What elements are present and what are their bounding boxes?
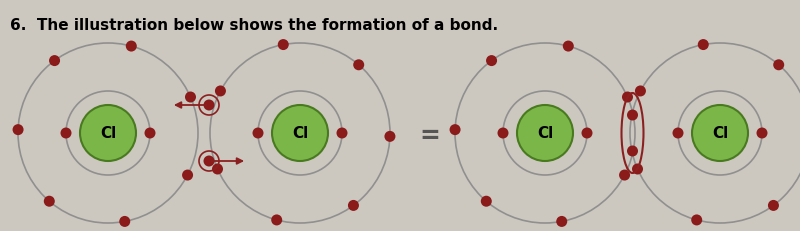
Circle shape bbox=[556, 216, 567, 227]
Circle shape bbox=[203, 100, 214, 110]
Circle shape bbox=[774, 59, 784, 70]
Circle shape bbox=[272, 105, 328, 161]
Circle shape bbox=[517, 105, 573, 161]
Circle shape bbox=[486, 55, 497, 66]
Circle shape bbox=[622, 91, 633, 103]
Circle shape bbox=[481, 196, 492, 207]
Text: Cl: Cl bbox=[100, 125, 116, 140]
Text: =: = bbox=[419, 124, 441, 148]
Circle shape bbox=[768, 200, 779, 211]
Circle shape bbox=[44, 196, 54, 207]
Circle shape bbox=[450, 124, 461, 135]
Circle shape bbox=[692, 105, 748, 161]
Text: Cl: Cl bbox=[712, 125, 728, 140]
Circle shape bbox=[348, 200, 359, 211]
Circle shape bbox=[49, 55, 60, 66]
Circle shape bbox=[80, 105, 136, 161]
Circle shape bbox=[203, 155, 214, 167]
Circle shape bbox=[635, 85, 646, 97]
Text: Cl: Cl bbox=[537, 125, 553, 140]
Circle shape bbox=[698, 39, 709, 50]
Circle shape bbox=[13, 124, 23, 135]
Circle shape bbox=[215, 85, 226, 97]
Circle shape bbox=[627, 146, 638, 156]
Text: Cl: Cl bbox=[292, 125, 308, 140]
Circle shape bbox=[253, 128, 263, 139]
Circle shape bbox=[212, 164, 223, 174]
Circle shape bbox=[582, 128, 593, 139]
Circle shape bbox=[627, 109, 638, 121]
Circle shape bbox=[498, 128, 509, 139]
Circle shape bbox=[145, 128, 155, 139]
Circle shape bbox=[271, 214, 282, 225]
Text: 6.  The illustration below shows the formation of a bond.: 6. The illustration below shows the form… bbox=[10, 18, 498, 33]
Circle shape bbox=[337, 128, 347, 139]
Circle shape bbox=[632, 164, 643, 174]
Circle shape bbox=[61, 128, 71, 139]
Circle shape bbox=[354, 59, 364, 70]
Circle shape bbox=[619, 170, 630, 181]
Circle shape bbox=[182, 170, 193, 181]
Circle shape bbox=[278, 39, 289, 50]
Circle shape bbox=[126, 41, 137, 52]
Circle shape bbox=[691, 214, 702, 225]
Circle shape bbox=[385, 131, 395, 142]
Circle shape bbox=[673, 128, 683, 139]
Circle shape bbox=[562, 41, 574, 52]
Circle shape bbox=[757, 128, 767, 139]
Circle shape bbox=[185, 91, 196, 103]
Circle shape bbox=[119, 216, 130, 227]
